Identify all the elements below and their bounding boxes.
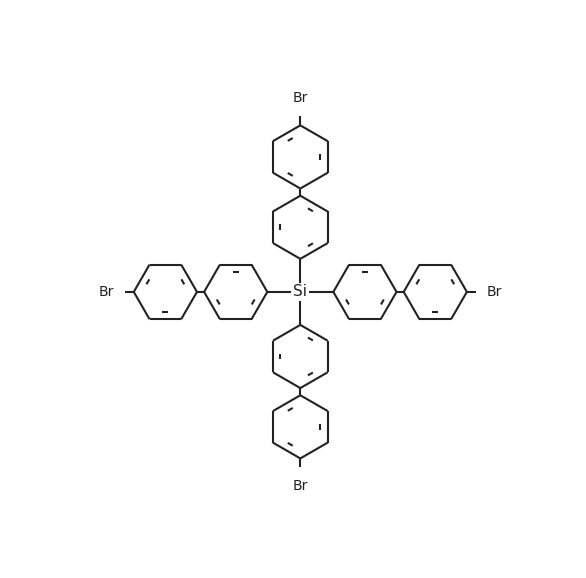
Text: Br: Br	[292, 479, 308, 492]
Text: Br: Br	[98, 285, 114, 299]
Text: Si: Si	[294, 284, 307, 299]
Text: Br: Br	[292, 91, 308, 105]
Text: Br: Br	[487, 285, 502, 299]
